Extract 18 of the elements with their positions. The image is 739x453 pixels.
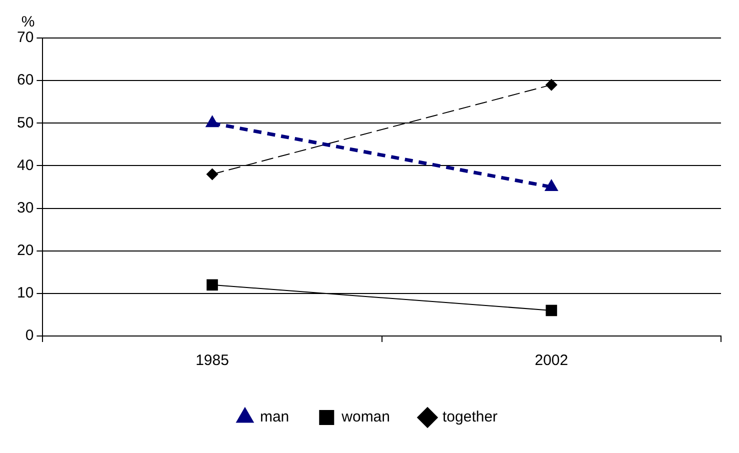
point xyxy=(206,168,218,180)
y-tick-label: 30 xyxy=(16,199,34,216)
legend-label: man xyxy=(260,408,290,426)
y-tick-label: 0 xyxy=(25,327,34,344)
x-tick-label: 2002 xyxy=(534,352,568,370)
point xyxy=(545,78,558,91)
x-tick-label: 1985 xyxy=(196,352,229,370)
legend-label: together xyxy=(442,408,498,426)
y-axis-title: % xyxy=(21,14,35,31)
legend-label: woman xyxy=(340,408,390,426)
y-tick-label: 70 xyxy=(16,29,34,46)
y-tick-label: 60 xyxy=(16,72,34,89)
point xyxy=(546,304,558,316)
y-tick-label: 40 xyxy=(16,156,34,174)
y-tick-label: 20 xyxy=(16,242,34,259)
y-tick-label: 50 xyxy=(16,114,34,132)
y-tick-label: 10 xyxy=(16,284,34,302)
point xyxy=(206,279,218,291)
